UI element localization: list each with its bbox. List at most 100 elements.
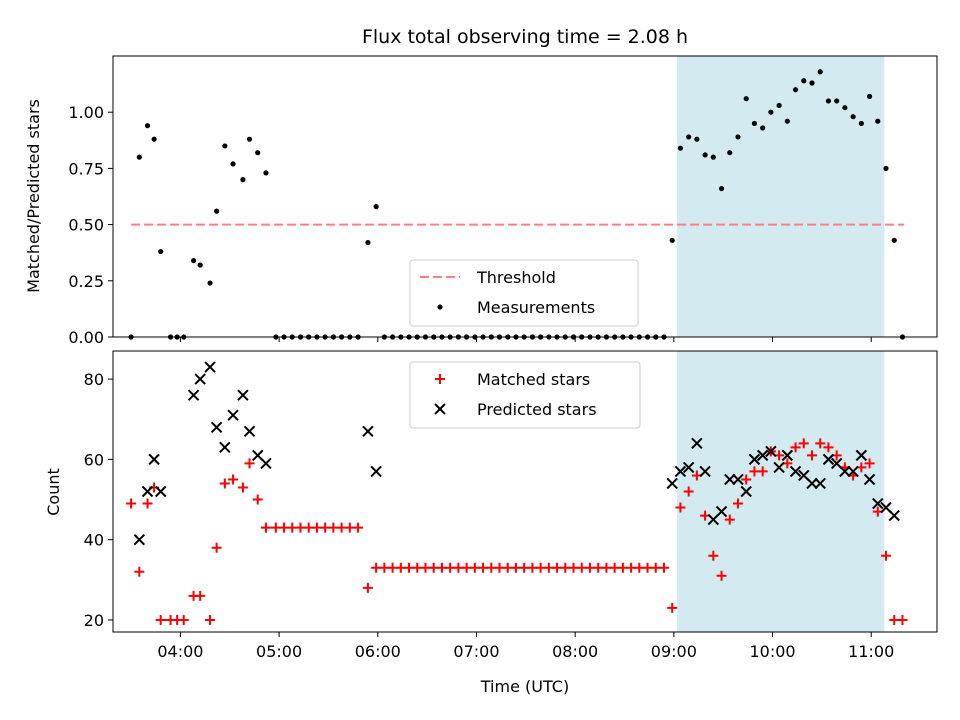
matched-stars-point xyxy=(881,550,892,561)
predicted-stars-point xyxy=(781,449,794,462)
measurement-point xyxy=(735,134,741,140)
matched-stars-point xyxy=(897,614,908,625)
matched-stars-point xyxy=(195,590,206,601)
matched-stars-point xyxy=(362,582,373,593)
measurement-point xyxy=(190,257,197,264)
predicted-stars-point xyxy=(814,477,826,490)
predicted-stars-point xyxy=(187,389,200,401)
measurement-point xyxy=(240,177,246,183)
measurement-point xyxy=(792,87,799,93)
predicted-stars-point xyxy=(154,485,167,498)
matched-stars-point xyxy=(353,522,364,533)
measurement-point xyxy=(686,134,692,140)
measurement-point xyxy=(373,204,379,210)
measurement-point xyxy=(151,136,157,142)
matched-stars-point xyxy=(252,494,263,505)
measurement-point xyxy=(718,186,725,192)
matched-stars-point xyxy=(134,566,145,577)
matched-stars-point xyxy=(716,570,727,581)
measurement-point xyxy=(817,69,823,75)
predicted-stars-point xyxy=(237,389,249,401)
matched-stars-point xyxy=(237,482,248,493)
predicted-stars-point xyxy=(227,409,239,421)
measurement-point xyxy=(694,136,700,142)
matched-stars-point xyxy=(126,498,137,509)
matched-stars-point xyxy=(815,438,826,449)
predicted-stars-point xyxy=(370,465,382,478)
legend-matched-swatch xyxy=(435,374,445,384)
x-axis-label: Time (UTC) xyxy=(480,677,569,696)
x-tick-label: 04:00 xyxy=(157,642,203,661)
matched-stars-point xyxy=(724,514,735,525)
matched-stars-point xyxy=(757,466,768,477)
measurement-point xyxy=(801,78,807,84)
x-tick-label: 11:00 xyxy=(848,642,894,661)
legend: Matched stars Predicted stars xyxy=(409,361,641,429)
predicted-stars-point xyxy=(748,453,761,466)
predicted-stars-point xyxy=(855,449,868,462)
predicted-stars-point xyxy=(141,485,154,498)
matched-stars-point xyxy=(667,602,678,613)
measurement-point xyxy=(842,105,848,111)
x-tick-label: 09:00 xyxy=(651,642,697,661)
measurement-point xyxy=(136,154,142,160)
predicted-stars-point xyxy=(888,509,900,522)
matched-stars-point xyxy=(228,474,239,485)
predicted-stars-point xyxy=(133,533,146,546)
predicted-stars-point xyxy=(682,461,695,474)
predicted-stars-point xyxy=(666,477,678,490)
x-tick-label: 06:00 xyxy=(355,642,401,661)
x-tick-label: 07:00 xyxy=(453,642,499,661)
predicted-stars-point xyxy=(732,473,744,486)
matched-stars-point xyxy=(683,486,694,497)
measurement-point xyxy=(207,280,213,286)
predicted-stars-point xyxy=(789,465,802,478)
predicted-stars-point xyxy=(219,441,231,454)
top-y-axis-label: Matched/Predicted stars xyxy=(24,99,43,293)
legend-label-matched: Matched stars xyxy=(477,370,590,389)
y-tick-label: 0.50 xyxy=(68,216,104,235)
measurement-point xyxy=(144,123,151,129)
x-tick-label: 08:00 xyxy=(552,642,598,661)
matched-stars-point xyxy=(675,502,686,513)
observing-window-span xyxy=(677,351,885,632)
measurement-point xyxy=(776,102,782,109)
y-tick-label: 40 xyxy=(84,531,104,550)
predicted-stars-point xyxy=(872,497,884,510)
predicted-stars-point xyxy=(691,437,703,450)
count-panel: 20 40 60 80 04:00 05:00 06:00 07:00 08:00 09:00 10… xyxy=(84,350,938,661)
plot-frame xyxy=(112,55,938,338)
matched-stars-point xyxy=(807,450,818,461)
measurement-point xyxy=(222,143,228,149)
x-tick-label: 05:00 xyxy=(256,642,302,661)
matched-stars-point xyxy=(658,562,669,573)
measurement-point xyxy=(825,98,832,104)
matched-stars-point xyxy=(142,498,153,509)
matched-stars-point xyxy=(205,614,216,625)
measurement-point xyxy=(255,150,261,156)
measurement-point xyxy=(158,248,164,255)
measurement-point xyxy=(858,120,864,127)
legend-box xyxy=(409,259,639,327)
measurement-point xyxy=(263,170,269,176)
matched-stars-point xyxy=(732,498,743,509)
y-tick-label: 0.75 xyxy=(68,159,104,178)
matched-stars-point xyxy=(741,474,752,485)
predicted-stars-point xyxy=(362,425,374,437)
predicted-stars-point xyxy=(756,449,769,462)
matched-stars-point xyxy=(219,478,230,489)
predicted-stars-point xyxy=(194,373,206,385)
measurement-point xyxy=(677,145,684,151)
measurement-point xyxy=(809,80,815,86)
matched-stars-point xyxy=(708,550,719,561)
matched-stars-point xyxy=(244,458,255,469)
predicted-stars-point xyxy=(674,465,687,478)
matched-stars-point xyxy=(260,522,271,533)
measurement-point xyxy=(891,237,897,243)
y-tick-label: 0.00 xyxy=(68,328,104,347)
legend-label-predicted: Predicted stars xyxy=(477,400,597,419)
y-tick-label: 1.00 xyxy=(68,103,104,122)
ratio-panel: 0.00 0.25 0.50 0.75 1.00 Threshold Measurement… xyxy=(68,55,938,347)
measurement-point xyxy=(784,118,790,124)
measurement-point xyxy=(834,98,840,104)
